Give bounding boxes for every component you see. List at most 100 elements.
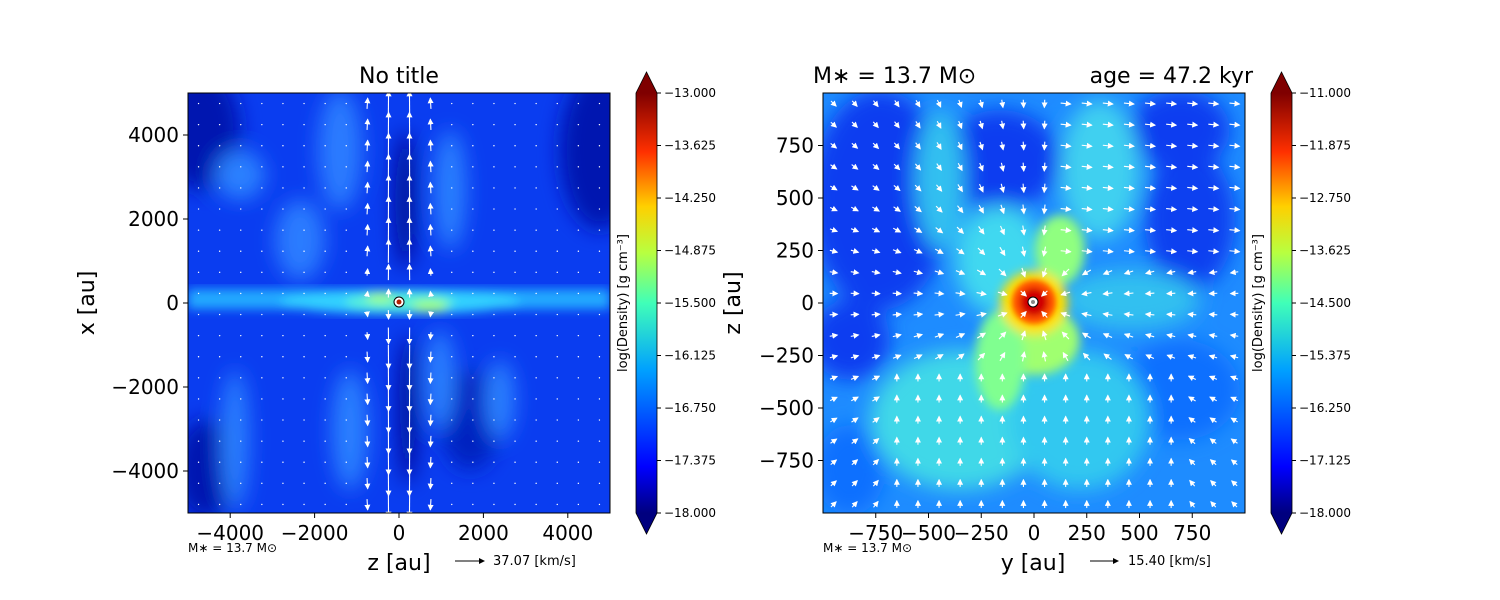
velocity-arrow — [955, 269, 966, 275]
velocity-dot — [451, 292, 453, 295]
x-tick-label: −2000 — [281, 521, 349, 545]
velocity-arrow — [1189, 500, 1196, 508]
velocity-dot — [577, 503, 580, 506]
velocity-arrow — [829, 332, 839, 339]
velocity-dot — [218, 313, 221, 316]
velocity-dot — [472, 461, 474, 463]
velocity-dot — [282, 271, 284, 274]
velocity-arrow — [850, 248, 860, 254]
velocity-arrow — [850, 311, 860, 318]
velocity-arrow — [956, 248, 965, 255]
velocity-arrow — [851, 100, 858, 108]
velocity-arrow — [364, 499, 371, 511]
velocity-arrow — [830, 142, 838, 149]
velocity-dot — [324, 250, 326, 252]
velocity-arrow — [364, 139, 371, 152]
velocity-dot — [345, 503, 347, 506]
velocity-arrow — [850, 354, 860, 360]
velocity-dot — [556, 145, 558, 147]
velocity-dot — [240, 229, 242, 231]
velocity-dot — [598, 313, 601, 316]
velocity-arrow — [1041, 246, 1048, 257]
velocity-arrow — [1229, 121, 1241, 128]
velocity-dot — [472, 102, 474, 105]
velocity-dot — [218, 356, 221, 358]
velocity-arrow — [1166, 184, 1178, 191]
velocity-dot — [261, 229, 263, 231]
velocity-arrow — [1102, 206, 1114, 213]
velocity-dot — [282, 292, 284, 295]
velocity-dot — [472, 250, 474, 252]
velocity-arrow — [999, 351, 1006, 362]
velocity-dot — [451, 229, 453, 231]
velocity-dot — [493, 271, 495, 274]
velocity-dot — [303, 102, 305, 105]
velocity-arrow — [1060, 184, 1072, 191]
velocity-dot — [345, 102, 347, 105]
velocity-arrow — [1189, 479, 1196, 487]
velocity-dot — [598, 102, 601, 105]
velocity-arrow — [1060, 206, 1072, 213]
velocity-arrow — [830, 501, 837, 508]
velocity-arrow — [1081, 332, 1092, 339]
velocity-arrow — [363, 290, 370, 298]
velocity-dot — [324, 229, 326, 231]
velocity-dot — [472, 123, 474, 126]
velocity-arrow — [1210, 500, 1217, 508]
y-tick-label: 500 — [776, 186, 814, 210]
velocity-arrow — [427, 118, 434, 130]
colorbar-tick-label: −15.500 — [664, 296, 716, 310]
velocity-arrow — [893, 184, 901, 192]
velocity-arrow — [1187, 206, 1199, 213]
velocity-arrow — [999, 246, 1006, 257]
velocity-dot — [282, 313, 284, 316]
velocity-arrow — [1041, 162, 1048, 173]
velocity-arrow — [1208, 206, 1220, 213]
velocity-arrow — [1102, 121, 1114, 128]
velocity-arrow — [1166, 269, 1176, 276]
velocity-dot — [598, 187, 601, 189]
velocity-arrow — [364, 202, 371, 215]
velocity-arrow — [955, 290, 966, 297]
velocity-dot — [218, 503, 221, 506]
velocity-arrow — [851, 459, 859, 466]
velocity-dot — [324, 377, 326, 379]
velocity-dot — [577, 166, 580, 168]
velocity-dot — [282, 166, 284, 168]
velocity-dot — [303, 482, 305, 485]
velocity-dot — [598, 482, 601, 485]
y-axis-ticks-left: −4000 −2000 0 2000 4000 — [111, 123, 188, 483]
velocity-arrow — [427, 351, 434, 363]
velocity-arrow — [871, 269, 881, 276]
velocity-dot — [535, 398, 537, 400]
velocity-dot — [556, 377, 558, 379]
velocity-dot — [240, 334, 242, 337]
velocity-dot — [197, 503, 200, 506]
velocity-dot — [345, 461, 347, 463]
velocity-arrow — [364, 223, 371, 236]
velocity-arrow — [893, 121, 900, 129]
x-tick-label: 500 — [1120, 521, 1158, 545]
velocity-dot — [218, 187, 221, 189]
velocity-dot — [303, 271, 305, 274]
velocity-arrow — [427, 97, 434, 109]
velocity-arrow — [1041, 351, 1048, 362]
velocity-arrow — [1144, 184, 1157, 191]
velocity-dot — [218, 271, 221, 274]
velocity-arrow — [1144, 269, 1155, 276]
velocity-arrow — [872, 437, 880, 445]
colorbar-tick-label: −14.500 — [1299, 296, 1351, 310]
velocity-arrow — [830, 163, 838, 170]
velocity-arrow — [1208, 227, 1220, 234]
velocity-dot — [472, 292, 474, 295]
velocity-arrow — [1166, 248, 1178, 255]
velocity-arrow — [830, 100, 837, 107]
velocity-dot — [218, 250, 221, 252]
y-tick-label: 4000 — [128, 123, 179, 147]
velocity-dot — [556, 461, 558, 463]
title-left: No title — [359, 64, 439, 89]
velocity-arrow — [1061, 331, 1070, 340]
velocity-arrow — [1060, 163, 1072, 170]
velocity-arrow — [1041, 141, 1048, 151]
velocity-dot — [577, 145, 580, 147]
